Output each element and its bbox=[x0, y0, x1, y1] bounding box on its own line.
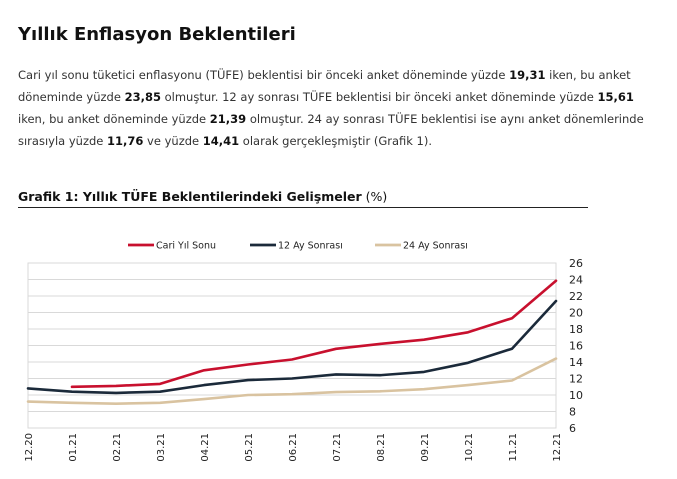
x-tick-label: 10.21 bbox=[464, 433, 475, 462]
y-tick-label: 8 bbox=[569, 406, 576, 419]
legend-label-0: Cari Yıl Sonu bbox=[156, 241, 216, 252]
paragraph-text: iken, bu anket döneminde yüzde bbox=[18, 112, 210, 126]
x-tick-label: 09.21 bbox=[420, 433, 431, 462]
y-tick-label: 18 bbox=[569, 323, 583, 336]
y-tick-label: 16 bbox=[569, 340, 583, 353]
chart-heading: Grafik 1: Yıllık TÜFE Beklentilerindeki … bbox=[18, 189, 588, 208]
page-title: Yıllık Enflasyon Beklentileri bbox=[18, 24, 296, 45]
paragraph-value: 19,31 bbox=[509, 68, 546, 82]
y-tick-label: 24 bbox=[569, 274, 583, 287]
x-tick-label: 01.21 bbox=[68, 433, 79, 462]
paragraph-text: olarak gerçekleşmiştir (Grafik 1). bbox=[239, 134, 433, 148]
legend: Cari Yıl Sonu 12 Ay Sonrası 24 Ay Sonrası bbox=[128, 241, 468, 252]
x-tick-label: 06.21 bbox=[288, 433, 299, 462]
paragraph-value: 23,85 bbox=[124, 90, 161, 104]
legend-label-2: 24 Ay Sonrası bbox=[403, 241, 468, 252]
y-tick-label: 26 bbox=[569, 257, 583, 270]
series-lines bbox=[26, 279, 558, 405]
chart-heading-unit: (%) bbox=[361, 189, 388, 204]
summary-paragraph: Cari yıl sonu tüketici enflasyonu (TÜFE)… bbox=[18, 64, 648, 152]
y-axis-ticks: 6 8 10 12 14 16 18 20 22 24 26 bbox=[569, 257, 583, 435]
paragraph-text: olmuştur. 24 ay sonrası TÜFE beklentisi … bbox=[18, 112, 644, 148]
y-tick-label: 10 bbox=[569, 389, 583, 402]
y-tick-label: 22 bbox=[569, 290, 583, 303]
x-tick-label: 11.21 bbox=[508, 433, 519, 462]
x-tick-label: 08.21 bbox=[376, 433, 387, 462]
paragraph-value: 15,61 bbox=[597, 90, 634, 104]
x-tick-label: 12.21 bbox=[552, 433, 563, 462]
y-tick-label: 20 bbox=[569, 307, 583, 320]
series-line-0 bbox=[70, 279, 558, 389]
paragraph-text: Cari yıl sonu tüketici enflasyonu (TÜFE)… bbox=[18, 68, 510, 82]
series-line-2 bbox=[26, 357, 558, 405]
series-line-1 bbox=[26, 299, 558, 395]
paragraph-value: 14,41 bbox=[202, 134, 240, 148]
paragraph-text: olmuştur. 12 ay sonrası TÜFE beklentisi … bbox=[160, 90, 598, 104]
paragraph-text: iken, bu anket döneminde yüzde bbox=[18, 68, 631, 104]
x-axis-ticks: 12.20 01.21 02.21 03.21 04.21 05.21 06.21 07.21… bbox=[24, 433, 563, 462]
chart-heading-title: Grafik 1: Yıllık TÜFE Beklentilerindeki … bbox=[18, 189, 362, 204]
x-tick-label: 07.21 bbox=[332, 433, 343, 462]
y-tick-label: 12 bbox=[569, 373, 583, 386]
paragraph-value: 21,39 bbox=[209, 112, 247, 126]
legend-label-1: 12 Ay Sonrası bbox=[278, 241, 343, 252]
x-tick-label: 05.21 bbox=[244, 433, 255, 462]
x-tick-label: 12.20 bbox=[24, 433, 35, 462]
x-tick-label: 03.21 bbox=[156, 433, 167, 462]
y-tick-label: 6 bbox=[569, 422, 576, 435]
x-tick-label: 02.21 bbox=[112, 433, 123, 462]
paragraph-value: 11,76 bbox=[107, 134, 144, 148]
y-tick-label: 14 bbox=[569, 356, 583, 369]
paragraph-text: ve yüzde bbox=[143, 134, 203, 148]
x-tick-label: 04.21 bbox=[200, 433, 211, 462]
gridlines bbox=[28, 279, 556, 412]
